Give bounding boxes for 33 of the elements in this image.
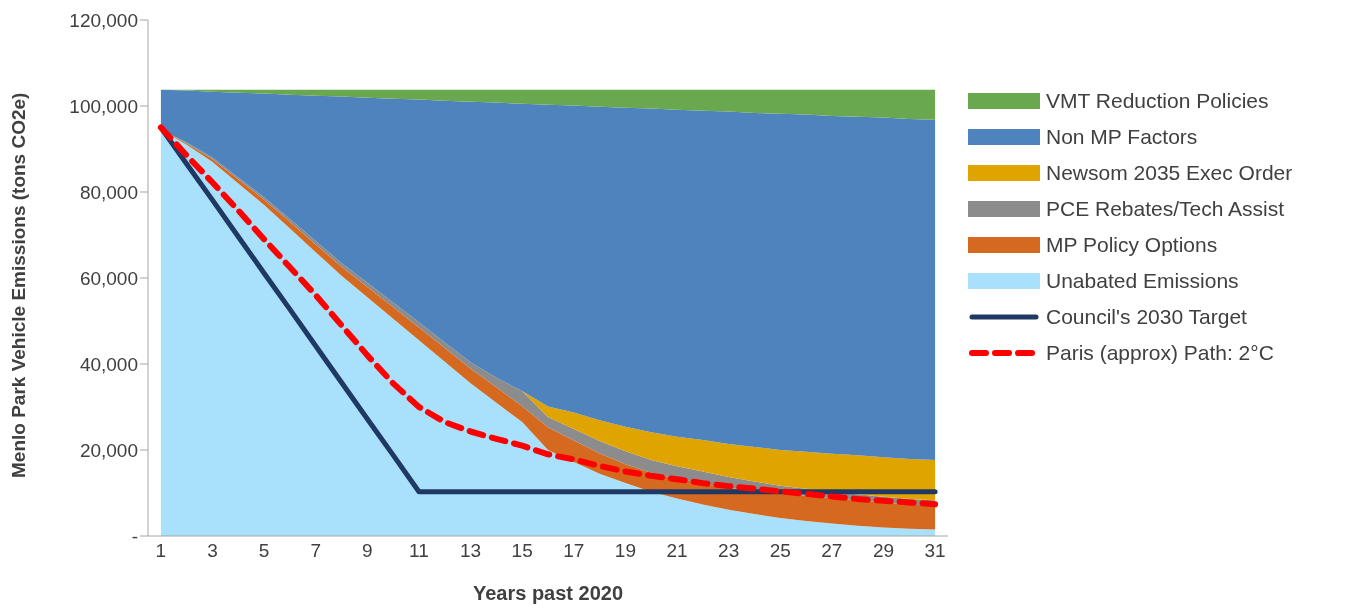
x-tick-label: 5 bbox=[258, 540, 270, 562]
legend-label: Non MP Factors bbox=[1046, 125, 1198, 149]
x-tick-label: 7 bbox=[310, 540, 322, 562]
legend-label: PCE Rebates/Tech Assist bbox=[1046, 197, 1285, 221]
x-tick-label: 31 bbox=[924, 540, 946, 562]
legend-label: Newsom 2035 Exec Order bbox=[1046, 161, 1293, 185]
x-tick-label: 13 bbox=[460, 540, 482, 562]
x-tick-label: 21 bbox=[666, 540, 688, 562]
y-tick-label: 20,000 bbox=[79, 439, 138, 461]
y-tick-label: 100,000 bbox=[69, 95, 138, 117]
y-axis-title: Menlo Park Vehicle Emissions (tons CO2e) bbox=[7, 92, 29, 478]
x-tick-label: 3 bbox=[207, 540, 218, 562]
x-tick-label: 27 bbox=[821, 540, 843, 562]
x-tick-label: 19 bbox=[614, 540, 636, 562]
x-tick-label: 9 bbox=[362, 540, 373, 562]
y-tick-label: 40,000 bbox=[79, 353, 138, 375]
y-tick-label: 120,000 bbox=[69, 9, 138, 31]
legend-label: Council's 2030 Target bbox=[1046, 305, 1247, 329]
x-tick-label: 1 bbox=[155, 540, 167, 562]
x-tick-label: 11 bbox=[409, 540, 429, 562]
x-tick-label: 23 bbox=[718, 540, 740, 562]
legend-label: MP Policy Options bbox=[1046, 233, 1218, 257]
y-tick-label: - bbox=[131, 525, 138, 547]
x-tick-label: 15 bbox=[511, 540, 533, 562]
y-tick-label: 60,000 bbox=[79, 267, 138, 289]
y-tick-label: 80,000 bbox=[79, 181, 138, 203]
legend-label: Unabated Emissions bbox=[1046, 269, 1239, 293]
legend-label: Paris (approx) Path: 2°C bbox=[1046, 341, 1274, 365]
x-tick-label: 17 bbox=[563, 540, 585, 562]
x-axis-title: Years past 2020 bbox=[472, 582, 624, 604]
x-tick-label: 25 bbox=[769, 540, 791, 562]
legend-label: VMT Reduction Policies bbox=[1046, 89, 1269, 113]
x-tick-label: 29 bbox=[872, 540, 895, 562]
